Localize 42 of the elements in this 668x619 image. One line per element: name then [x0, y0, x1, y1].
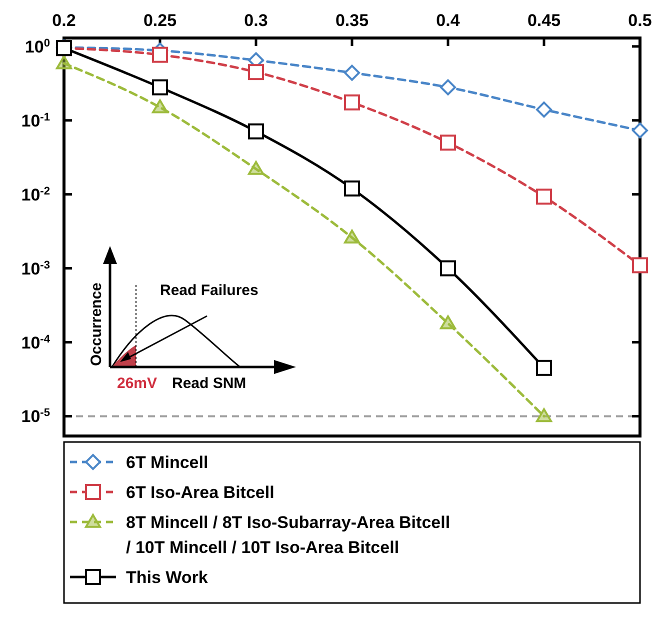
point [248, 123, 264, 140]
point [344, 94, 360, 110]
x-tick-label: 0.2 [52, 11, 76, 30]
point [152, 99, 168, 114]
x-tick-label: 0.5 [628, 11, 652, 30]
x-tick-label: 0.25 [143, 11, 177, 30]
point [440, 79, 456, 96]
legend-label: 8T Mincell / 8T Iso-Subarray-Area Bitcell / 10T Mincell / 10T Iso-Area Bitcell [126, 513, 450, 557]
point [344, 230, 360, 244]
annotation: Read SNM [172, 375, 246, 392]
point [536, 102, 552, 118]
legend-label: 6T Mincell [126, 453, 208, 472]
annotation: Occurrence [88, 282, 105, 366]
x-tick-label: 0.45 [527, 11, 561, 30]
point [440, 260, 456, 276]
point [632, 257, 648, 274]
y-tick-label: 10$^{0}$ [24, 37, 50, 56]
annotation: 26mV [117, 375, 158, 392]
y-tick-label: 10$^{-4}$ [21, 333, 51, 352]
point [56, 55, 72, 70]
point [248, 64, 264, 80]
point [440, 134, 456, 151]
point [536, 408, 552, 422]
legend-label: This Work [126, 568, 208, 587]
y-tick-label: 10$^{-2}$ [21, 185, 50, 204]
x-tick-label: 0.3 [244, 11, 268, 30]
point [344, 64, 360, 81]
point [152, 79, 168, 96]
annotation: Read Failures [160, 282, 258, 299]
y-tick-label: 10$^{-3}$ [21, 259, 50, 278]
point [632, 122, 648, 138]
y-tick-label: 10$^{-5}$ [21, 407, 50, 426]
point [536, 360, 552, 376]
point [536, 188, 552, 205]
point [344, 180, 360, 196]
y-tick-label: 10$^{-1}$ [21, 111, 50, 130]
point [440, 315, 456, 330]
x-tick-label: 0.4 [436, 11, 460, 30]
legend-label: 6T Iso-Area Bitcell [126, 483, 274, 502]
x-tick-label: 0.35 [335, 11, 369, 30]
point [152, 46, 168, 63]
point [248, 161, 264, 175]
